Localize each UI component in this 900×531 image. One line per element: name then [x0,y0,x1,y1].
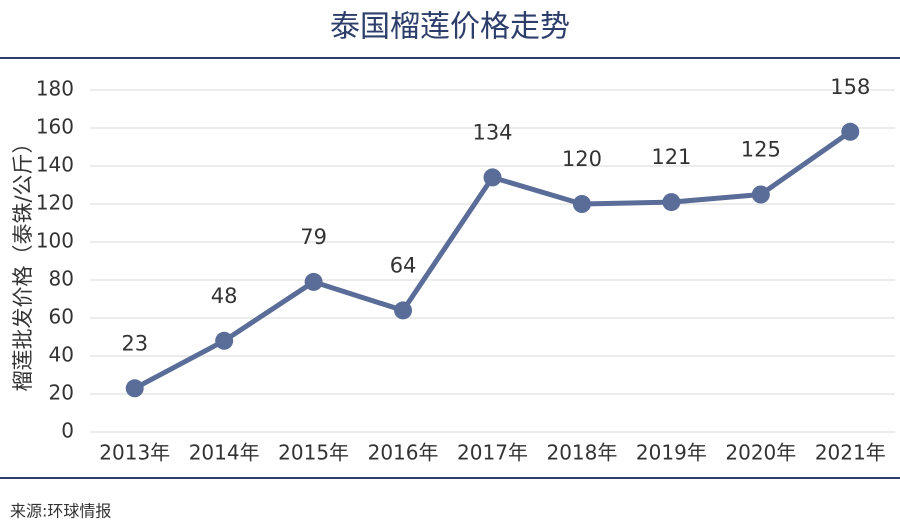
data-label: 125 [741,138,781,162]
point [572,195,591,213]
data-label: 121 [651,145,691,169]
x-tick-label: 2021年 [815,441,886,465]
x-tick-label: 2015年 [278,441,349,465]
x-tick-label: 2014年 [189,441,260,465]
y-tick-label: 20 [49,381,74,405]
data-label: 134 [472,120,512,144]
data-label: 158 [830,75,870,99]
point [125,379,144,398]
y-tick-label: 60 [49,305,74,329]
point [483,168,502,187]
y-tick-label: 0 [61,419,74,443]
point [215,331,234,350]
point [394,301,413,320]
y-tick-label: 100 [36,229,74,253]
data-label: 120 [562,147,602,171]
x-tick-label: 2018年 [546,441,617,465]
y-tick-label: 180 [36,77,74,101]
y-tick-label: 120 [36,191,74,215]
x-tick-label: 2016年 [368,441,439,465]
point [841,122,860,141]
data-label: 79 [300,225,327,249]
data-label: 64 [390,253,417,277]
data-label: 23 [121,331,148,355]
y-tick-label: 160 [36,115,74,139]
point [304,272,323,291]
x-tick-label: 2019年 [636,441,707,465]
chart-title: 泰国榴莲价格走势 [330,10,570,45]
point [662,193,681,212]
point [751,185,770,204]
y-tick-label: 140 [36,153,74,177]
data-label: 48 [211,284,238,308]
x-tick-label: 2020年 [725,441,796,465]
y-tick-label: 80 [49,267,74,291]
y-tick-label: 40 [49,343,74,367]
y-axis-label: 榴莲批发价格（泰铢/公斤） [11,132,35,391]
source: 来源:环球情报 [10,502,111,521]
x-tick-label: 2013年 [99,441,170,465]
x-tick-label: 2017年 [457,441,528,465]
